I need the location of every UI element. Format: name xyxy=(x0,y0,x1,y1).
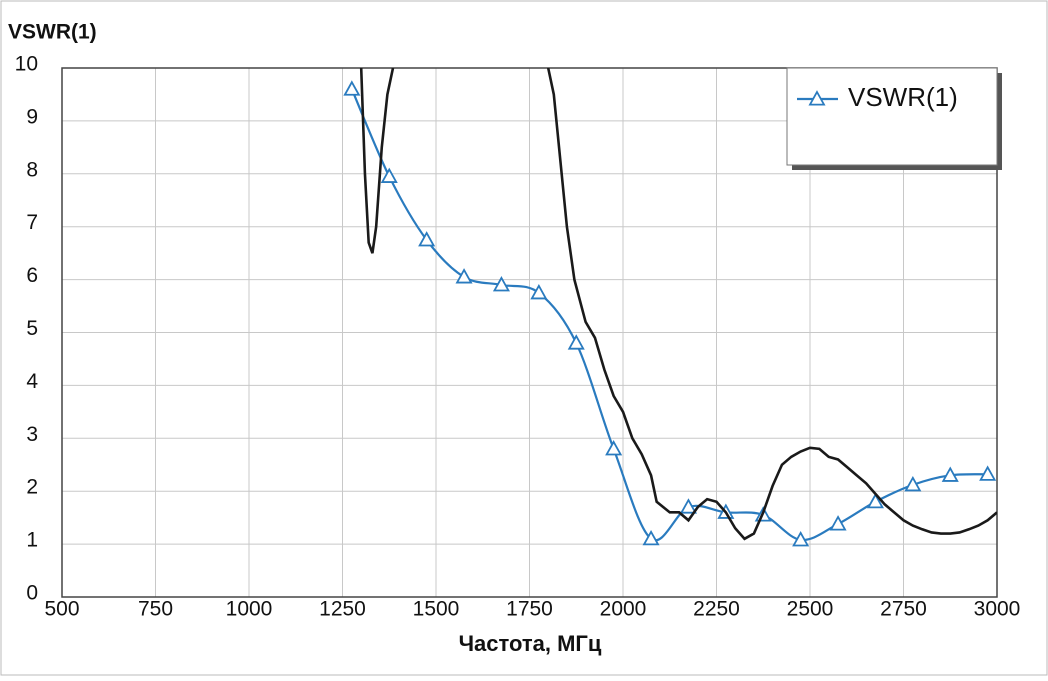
y-tick-label: 6 xyxy=(26,264,38,287)
y-tick-label: 7 xyxy=(26,211,38,234)
data-marker xyxy=(418,231,436,247)
y-tick-label: 9 xyxy=(26,105,38,128)
x-tick-label: 1750 xyxy=(506,598,553,621)
data-marker xyxy=(941,466,959,482)
data-marker xyxy=(792,531,810,547)
legend-box xyxy=(786,67,998,166)
x-tick-label: 750 xyxy=(138,598,173,621)
data-marker xyxy=(343,80,361,96)
x-tick-label: 2750 xyxy=(880,598,927,621)
y-tick-label: 0 xyxy=(26,582,38,605)
x-tick-label: 500 xyxy=(44,598,79,621)
y-tick-label: 2 xyxy=(26,476,38,499)
data-marker xyxy=(567,334,585,350)
data-marker xyxy=(530,283,548,300)
legend: VSWR(1) xyxy=(786,67,1002,170)
y-tick-label: 3 xyxy=(26,423,38,446)
data-marker xyxy=(455,268,473,284)
legend-label: VSWR(1) xyxy=(848,82,958,112)
data-marker xyxy=(866,492,884,509)
x-tick-label: 2000 xyxy=(600,598,647,621)
legend-marker xyxy=(808,90,826,106)
x-tick-label: 1250 xyxy=(319,598,366,621)
y-tick-label: 1 xyxy=(26,529,38,552)
data-marker xyxy=(605,440,623,456)
x-tick-label: 2250 xyxy=(693,598,740,621)
data-marker xyxy=(979,465,997,481)
x-axis-title: Частота, МГц xyxy=(459,631,602,656)
data-marker xyxy=(380,167,398,183)
data-marker xyxy=(904,475,922,492)
y-tick-label: 10 xyxy=(15,53,38,76)
data-marker xyxy=(642,529,660,546)
data-marker xyxy=(679,498,697,514)
plot-area xyxy=(61,67,998,598)
x-tick-label: 1000 xyxy=(226,598,273,621)
data-marker xyxy=(829,515,847,531)
x-tick-label: 3000 xyxy=(974,598,1021,621)
x-tick-label: 1500 xyxy=(413,598,460,621)
x-tick-label: 2500 xyxy=(787,598,834,621)
data-marker xyxy=(492,276,510,292)
series-line xyxy=(359,68,997,541)
y-tick-label: 5 xyxy=(26,317,38,340)
y-tick-label: 8 xyxy=(26,158,38,181)
y-tick-label: 4 xyxy=(26,370,38,393)
y-axis-title: VSWR(1) xyxy=(8,21,97,44)
